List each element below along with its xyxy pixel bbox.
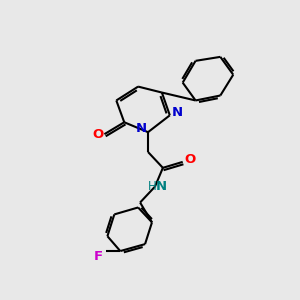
Text: N: N [172,106,183,119]
Text: N: N [155,180,167,193]
Text: O: O [184,153,195,167]
Text: N: N [136,122,147,135]
Text: F: F [94,250,103,262]
Text: H: H [148,180,156,193]
Text: O: O [93,128,104,141]
